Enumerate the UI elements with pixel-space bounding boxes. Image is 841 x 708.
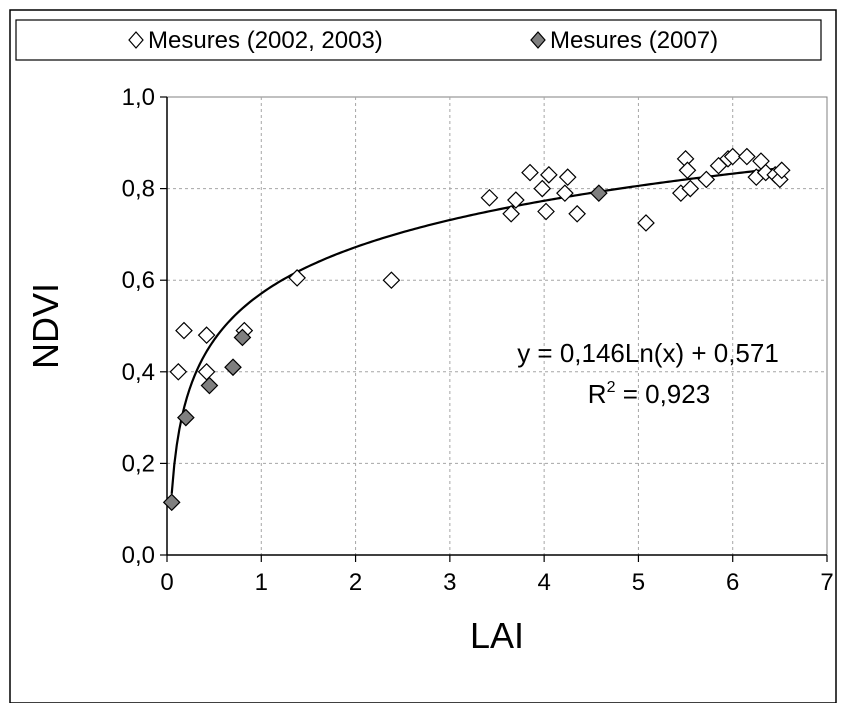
- legend: Mesures (2002, 2003) Mesures (2007): [15, 19, 822, 61]
- legend-label-series-2: Mesures (2007): [550, 27, 718, 54]
- y-tick-label: 0,0: [122, 542, 155, 569]
- x-tick-label: 6: [726, 569, 739, 596]
- x-axis-title: LAI: [470, 615, 524, 656]
- data-point-2002-2003: [738, 147, 756, 166]
- y-tick-label: 0,2: [122, 450, 155, 477]
- x-tick-label: 0: [160, 569, 173, 596]
- data-point-2002-2003: [288, 269, 306, 287]
- grid: [167, 97, 827, 555]
- data-point-2002-2003: [533, 179, 552, 198]
- data-point-2002-2003: [197, 326, 216, 345]
- trendline-equation: y = 0,146Ln(x) + 0,571 R2 = 0,923: [517, 338, 779, 409]
- data-point-2002-2003: [772, 161, 791, 180]
- data-point-2002-2003: [502, 204, 520, 223]
- data-point-2002-2003: [697, 170, 716, 189]
- data-point-2002-2003: [723, 147, 742, 166]
- data-points: [162, 147, 791, 512]
- data-point-2007: [177, 408, 195, 427]
- equation-text: y = 0,146Ln(x) + 0,571: [517, 338, 779, 368]
- y-tick-label: 0,4: [122, 359, 155, 386]
- legend-marker-filled-diamond: [530, 31, 546, 49]
- y-axis-title: NDVI: [25, 283, 66, 369]
- x-tick-label: 5: [632, 569, 645, 596]
- x-tick-label: 2: [349, 569, 362, 596]
- data-point-2002-2003: [678, 161, 697, 180]
- plot-area: [166, 96, 828, 556]
- data-point-2007: [162, 493, 181, 512]
- trendline: [170, 167, 780, 494]
- data-point-2007: [233, 328, 252, 347]
- data-point-2002-2003: [507, 191, 525, 209]
- ticks: 0 1 2 3 4 5 6 7 0,0 0,2 0,4 0,6 0,8 1,0: [122, 84, 834, 596]
- y-tick-label: 0,8: [122, 176, 155, 203]
- data-point-2007: [589, 184, 608, 203]
- r2-value: = 0,923: [615, 379, 710, 409]
- legend-marker-open-diamond: [128, 31, 144, 49]
- y-tick-label: 1,0: [122, 84, 155, 111]
- r2-prefix: R: [588, 379, 607, 409]
- data-point-2002-2003: [537, 202, 555, 221]
- data-point-2002-2003: [558, 168, 577, 186]
- data-point-2002-2003: [556, 184, 574, 203]
- data-point-2002-2003: [637, 214, 655, 232]
- data-point-2002-2003: [169, 362, 188, 381]
- data-point-2002-2003: [175, 321, 193, 340]
- legend-box: [15, 19, 822, 61]
- y-tick-label: 0,6: [122, 267, 155, 294]
- data-point-2002-2003: [382, 271, 401, 290]
- x-tick-label: 1: [255, 569, 268, 596]
- data-point-2002-2003: [540, 166, 558, 184]
- data-point-2002-2003: [568, 204, 586, 223]
- data-point-2007: [200, 376, 219, 395]
- x-tick-label: 7: [820, 569, 833, 596]
- trendline-curve: [170, 167, 780, 494]
- x-tick-label: 4: [537, 569, 550, 596]
- data-point-2002-2003: [480, 188, 499, 207]
- data-point-2002-2003: [521, 163, 539, 182]
- legend-label-series-1: Mesures (2002, 2003): [148, 27, 383, 54]
- data-point-2002-2003: [681, 179, 700, 198]
- data-point-2007: [224, 358, 242, 377]
- r2-text: R2 = 0,923: [588, 379, 710, 409]
- r2-exponent: 2: [607, 379, 616, 396]
- x-tick-label: 3: [443, 569, 456, 596]
